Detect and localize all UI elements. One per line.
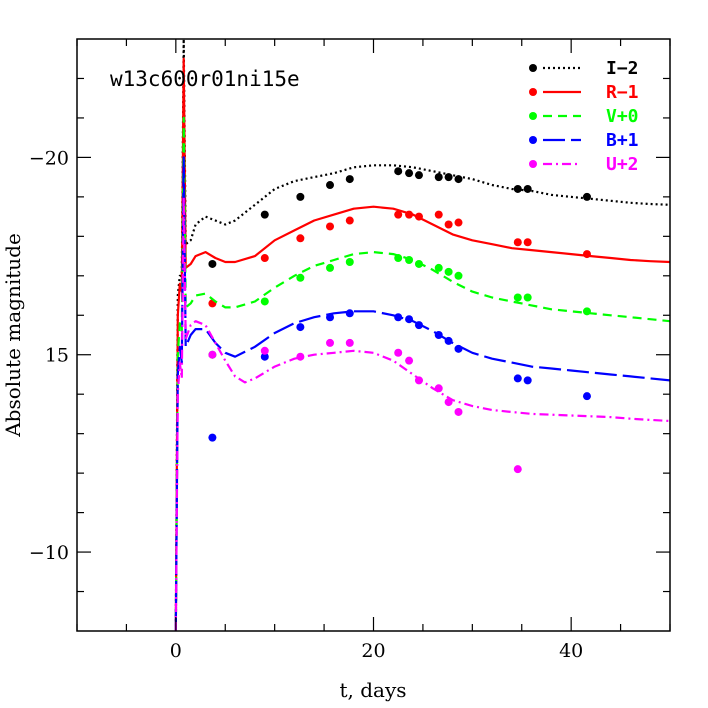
data-point-v (414, 259, 423, 268)
data-point-r (394, 210, 403, 219)
data-point-r (414, 212, 423, 221)
data-point-r (326, 222, 335, 231)
data-point-i (296, 192, 305, 201)
x-tick-label: 0 (170, 640, 182, 662)
data-point-b (405, 315, 414, 324)
data-point-i (523, 184, 532, 193)
data-point-b (260, 352, 269, 361)
data-point-r (405, 210, 414, 219)
chart-title: w13c600r01ni15e (110, 67, 300, 91)
x-tick-label: 40 (559, 640, 583, 662)
data-point-u (405, 356, 414, 365)
data-point-b (582, 392, 591, 401)
data-point-v (582, 307, 591, 316)
data-point-r (296, 234, 305, 243)
data-point-v (260, 297, 269, 306)
legend-label-v: V+0 (606, 106, 639, 127)
data-point-r (345, 216, 354, 225)
data-point-r (454, 218, 463, 227)
legend-label-r: R−1 (606, 82, 639, 103)
x-axis-label: t, days (339, 678, 406, 702)
data-point-b (296, 323, 305, 332)
data-point-u (434, 384, 443, 393)
data-point-b (513, 374, 522, 383)
data-point-v (434, 263, 443, 272)
data-point-i (513, 184, 522, 193)
plot-frame (76, 38, 671, 632)
y-tick-label: −20 (29, 147, 69, 169)
data-point-i (582, 192, 591, 201)
data-point-i (260, 210, 269, 219)
data-point-u (454, 407, 463, 416)
y-tick-label: −10 (29, 542, 69, 564)
data-point-b (208, 433, 217, 442)
data-point-r (260, 254, 269, 263)
data-point-i (434, 173, 443, 182)
data-point-i (405, 169, 414, 178)
model-line-r (174, 57, 670, 631)
data-point-u (296, 352, 305, 361)
data-point-i (345, 175, 354, 184)
data-point-u (444, 398, 453, 407)
data-point-b (326, 313, 335, 322)
legend-label-i: I−2 (606, 58, 639, 79)
data-point-i (444, 173, 453, 182)
data-point-u (260, 346, 269, 355)
data-point-r (434, 210, 443, 219)
data-point-b (394, 313, 403, 322)
data-point-i (414, 171, 423, 180)
data-point-r (582, 250, 591, 259)
data-point-v (326, 263, 335, 272)
model-line-u (174, 195, 670, 631)
data-point-v (394, 254, 403, 263)
data-point-v (523, 293, 532, 302)
data-point-b (414, 321, 423, 330)
y-tick-label: 15 (45, 345, 69, 367)
data-point-i (394, 167, 403, 176)
data-point-v (405, 256, 414, 265)
data-point-u (513, 465, 522, 474)
data-point-b (523, 376, 532, 385)
data-point-v (454, 271, 463, 280)
data-point-u (414, 376, 423, 385)
data-point-r (513, 238, 522, 247)
data-point-v (444, 267, 453, 276)
data-point-u (345, 338, 354, 347)
data-point-b (345, 309, 354, 318)
data-point-v (296, 273, 305, 282)
ticks-layer: 0 20 40 −20 15 −10 (29, 39, 671, 662)
model-line-v (174, 116, 670, 631)
data-point-r (444, 220, 453, 229)
data-point-i (454, 175, 463, 184)
legend-label-b: B+1 (606, 130, 639, 151)
model-line-b (174, 156, 670, 631)
data-point-v (513, 293, 522, 302)
legend-marker-r (529, 88, 537, 96)
legend-label-u: U+2 (606, 154, 639, 175)
legend-marker-i (529, 64, 537, 72)
data-point-u (326, 338, 335, 347)
legend-marker-u (529, 160, 537, 168)
data-point-i (208, 259, 217, 268)
legend-marker-v (529, 112, 537, 120)
data-point-b (444, 336, 453, 345)
legend: I−2 R−1 V+0 B+1 U+2 (529, 58, 639, 175)
legend-marker-b (529, 136, 537, 144)
x-tick-label: 20 (361, 640, 385, 662)
series-layer (174, 39, 670, 631)
data-point-u (394, 348, 403, 357)
data-point-i (326, 181, 335, 190)
data-point-b (454, 344, 463, 353)
data-point-b (434, 331, 443, 339)
model-line-i (174, 39, 670, 631)
data-point-v (345, 257, 354, 266)
data-point-u (208, 350, 217, 359)
y-axis-label: Absolute magnitude (1, 233, 25, 438)
data-point-r (523, 238, 532, 247)
